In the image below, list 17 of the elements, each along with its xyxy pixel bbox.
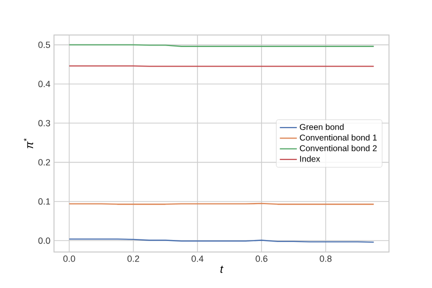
legend-label: Conventional bond 1 [300, 134, 377, 141]
y-tick-label: 0.0 [38, 237, 50, 244]
y-tick-label: 0.2 [38, 159, 50, 166]
y-tick-label: 0.3 [38, 120, 50, 126]
y-tick-label: 0.1 [38, 198, 50, 205]
legend-label: Green bond [300, 124, 344, 130]
y-tick-label: 0.4 [38, 80, 50, 88]
y-axis-title: π$^{*}$ [24, 138, 34, 148]
legend-label: Index [300, 156, 320, 162]
x-tick-label: 0.2 [127, 256, 140, 262]
x-axis-title: t [220, 266, 224, 273]
x-tick-label: 0.4 [192, 256, 204, 262]
x-tick-label: 0.6 [256, 256, 268, 262]
x-tick-label: 0.0 [63, 256, 76, 262]
y-tick-label: 0.5 [38, 42, 50, 48]
legend-label: Conventional bond 2 [300, 144, 377, 152]
x-tick-label: 0.8 [320, 256, 332, 262]
